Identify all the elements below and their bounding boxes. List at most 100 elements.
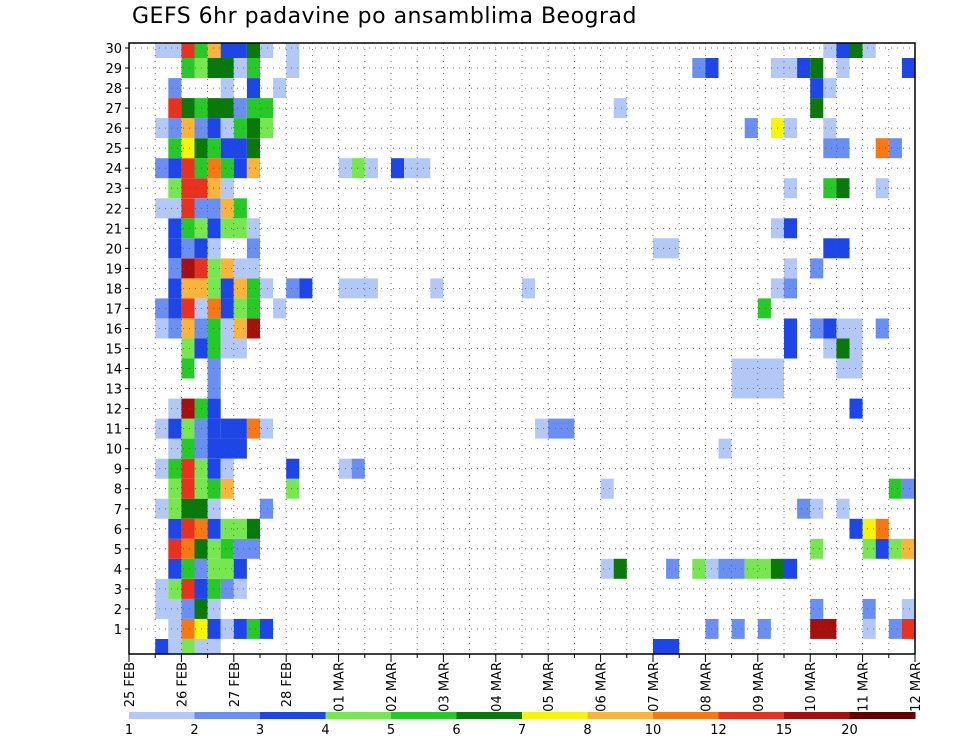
heatmap-cell [744,118,758,139]
heatmap-cell [731,378,784,399]
heatmap-cell [181,358,195,379]
heatmap-cell [849,338,863,359]
legend-label: 3 [256,723,264,738]
heatmap-cell [862,538,876,559]
heatmap-cell [168,498,182,519]
x-tick-label: 09 MAR [752,662,767,712]
legend-swatch [129,712,195,719]
heatmap-cell [220,338,247,359]
heatmap-cell [862,43,876,58]
heatmap-cell [757,618,771,639]
heatmap-cell [286,478,300,499]
grid-lines [128,43,916,654]
x-tick-label: 26 FEB [175,662,190,707]
heatmap-cell [246,43,260,58]
heatmap-cell [718,438,732,459]
heatmap-cell [181,238,195,259]
heatmap-cell [155,498,169,519]
heatmap-cell [246,418,260,439]
heatmap-cell [784,338,798,359]
legend-label: 6 [452,723,460,738]
heatmap-cell [168,138,182,159]
x-tick-label: 08 MAR [699,662,714,712]
heatmap-cell [784,278,798,299]
x-tick-label: 06 MAR [595,662,610,712]
heatmap-cell [220,118,234,139]
heatmap-cell [155,578,169,599]
heatmap-cell [784,258,798,279]
legend-label: 2 [190,723,198,738]
heatmap-cell [168,278,182,299]
heatmap-cell [784,178,798,199]
x-tick-label: 11 MAR [857,662,872,712]
heatmap-cell [875,138,889,159]
heatmap-cell [823,318,837,339]
heatmap-cell [220,518,247,539]
heatmap-cell [155,598,182,619]
heatmap-cell [155,43,182,58]
heatmap-cell [810,58,824,78]
heatmap-cell [220,178,234,199]
heatmap-cell [810,258,824,279]
y-tick-label: 2 [114,603,122,618]
legend-swatch [522,712,588,719]
heatmap-cell [810,78,824,99]
heatmap-cell [155,458,169,479]
y-tick-label: 11 [105,423,122,438]
heatmap-cell [181,458,195,479]
legend-swatch [456,712,523,719]
heatmap-cell [286,43,300,58]
heatmap-cell [299,278,313,299]
heatmap-cell [207,338,221,359]
heatmap-cell [901,598,915,619]
heatmap-cell [168,238,182,259]
heatmap-cell [286,58,300,78]
heatmap-cell [181,578,195,599]
x-tick-label: 05 MAR [542,662,557,712]
heatmap-cell [181,438,195,459]
heatmap-cell [823,78,837,99]
heatmap-cell [613,558,627,579]
heatmap-cell [338,278,378,299]
legend-label: 5 [387,723,395,738]
heatmap-cell [168,618,182,639]
y-tick-label: 5 [114,543,122,558]
y-tick-label: 1 [114,623,122,638]
heatmap-cell [220,318,234,339]
heatmap-cell [233,58,247,78]
heatmap-cell [207,43,221,58]
heatmap-cell [744,558,771,579]
heatmap-cell [233,278,247,299]
heatmap-cell [181,158,195,179]
heatmap-cell [181,218,195,239]
heatmap-cell [168,578,182,599]
heatmap-cell [207,498,221,519]
legend-label: 15 [776,723,793,738]
legend-label: 1 [125,723,133,738]
x-tick-label: 25 FEB [123,662,138,707]
heatmap-cell [246,518,260,539]
heatmap-cell [233,558,247,579]
heatmap-cell [666,558,680,579]
legend-swatch [718,712,785,719]
heatmap-cell [888,538,902,559]
heatmap-cell [849,398,863,419]
heatmap-cell [207,518,221,539]
heatmap-cell [207,538,221,559]
heatmap-cell [181,398,195,419]
heatmap-cell [810,538,824,559]
legend-swatch [194,712,261,719]
y-tick-label: 14 [105,363,122,378]
heatmap-cell [155,158,169,179]
heatmap-cell [207,238,221,259]
heatmap-cell [653,639,680,654]
heatmap-cell [168,98,182,119]
heatmap-cell [260,43,274,58]
heatmap-cell [797,58,811,78]
heatmap-cell [181,518,195,539]
heatmap-cell [692,58,706,78]
heatmap-cell [181,43,195,58]
y-tick-label: 22 [105,202,122,217]
heatmap-cell [181,178,208,199]
heatmap-cell [155,418,169,439]
